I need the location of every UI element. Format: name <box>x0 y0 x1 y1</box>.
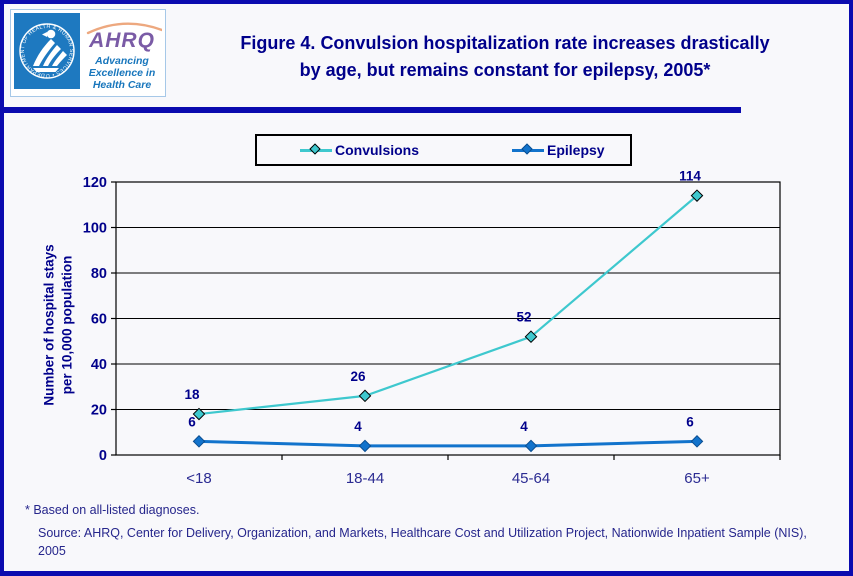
data-point-marker <box>690 435 704 448</box>
series-line-convulsions <box>198 194 698 416</box>
legend-item-epilepsy: Epilepsy <box>512 142 605 158</box>
data-point-marker <box>690 189 704 202</box>
series-line-epilepsy <box>198 439 698 448</box>
x-tick-label: 45-64 <box>512 470 550 487</box>
data-label: 4 <box>354 419 362 434</box>
data-point-marker <box>358 439 372 453</box>
chart-legend: Convulsions Epilepsy <box>255 134 632 166</box>
data-label: 52 <box>516 310 531 325</box>
legend-label: Convulsions <box>335 142 420 158</box>
legend-label: Epilepsy <box>547 142 605 158</box>
line-chart: 0 20 40 60 80 100 120 <18 18-44 45-64 65+ 18 26 52 114… <box>83 169 781 487</box>
hhs-eagle-icon: DEPARTMENT OF HEALTH & HUMAN SERVICES • … <box>12 9 75 79</box>
x-tick-label: 18-44 <box>346 470 384 487</box>
ahrq-acronym: AHRQ <box>89 29 155 52</box>
data-label: 114 <box>679 169 701 184</box>
convulsions-line-swatch <box>300 142 332 155</box>
data-point-marker <box>524 330 538 344</box>
y-tick-label: 80 <box>91 266 107 282</box>
data-label: 26 <box>350 369 366 384</box>
y-tick-label: 40 <box>91 357 107 373</box>
data-point-marker <box>192 435 206 448</box>
data-point-marker <box>524 439 538 453</box>
y-tick-label: 60 <box>91 312 107 328</box>
source-citation: Source: AHRQ, Center for Delivery, Organ… <box>38 526 807 559</box>
ahrq-wordmark: AHRQ Advancing Excellence in Health Care <box>82 13 162 93</box>
y-tick-label: 20 <box>91 403 107 419</box>
ahrq-hhs-logo: DEPARTMENT OF HEALTH & HUMAN SERVICES • … <box>10 9 166 97</box>
data-point-marker <box>192 407 206 421</box>
ahrq-arc-icon <box>86 22 162 35</box>
x-tick-label: <18 <box>186 470 211 487</box>
epilepsy-line-swatch <box>512 142 545 155</box>
ahrq-tagline: Advancing Excellence in Health Care <box>88 55 156 92</box>
header-divider <box>4 107 741 113</box>
hhs-seal: DEPARTMENT OF HEALTH & HUMAN SERVICES • … <box>12 9 80 89</box>
x-tick-label: 65+ <box>684 470 710 487</box>
y-tick-label: 120 <box>83 175 107 191</box>
legend-item-convulsions: Convulsions <box>300 142 419 158</box>
y-tick-label: 100 <box>83 221 107 237</box>
data-label: 6 <box>686 414 694 429</box>
data-label: 6 <box>188 414 196 429</box>
figure-title: Figure 4. Convulsion hospitalization rat… <box>240 33 770 80</box>
data-label: 4 <box>520 419 528 434</box>
footnote: * Based on all-listed diagnoses. <box>25 503 200 517</box>
data-point-marker <box>358 389 372 403</box>
data-label: 18 <box>184 387 200 402</box>
y-tick-label: 0 <box>99 448 107 464</box>
